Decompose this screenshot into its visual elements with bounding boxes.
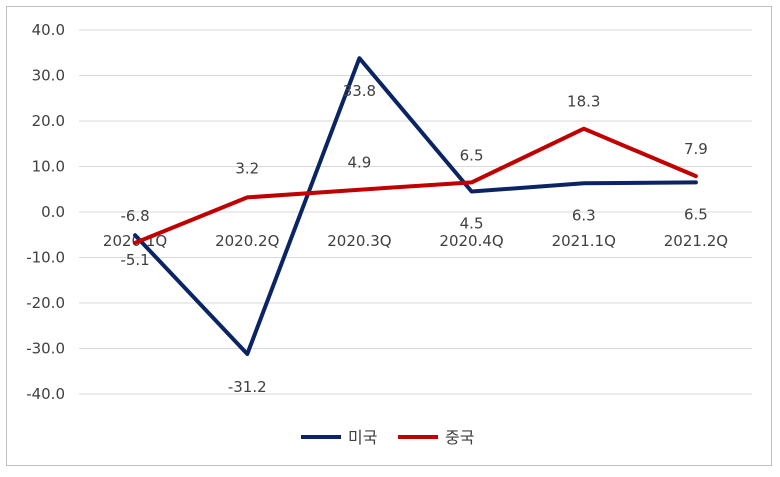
x-tick-label: 2020.3Q [327,232,391,250]
data-label: -5.1 [120,251,149,269]
data-label: -6.8 [120,207,149,225]
series-line-1 [133,56,698,356]
y-tick-label: 10.0 [32,158,65,176]
data-label: 6.3 [572,206,596,224]
y-tick-label: -30.0 [26,340,65,358]
series-line-2 [133,126,698,245]
chart-frame: 40.0 30.0 20.0 10.0 0.0 -10.0 -20.0 -30.0 -40.0 … [6,6,772,466]
x-axis-tick-labels: 2020.1Q 2020.2Q 2020.3Q 2020.4Q 2021.1Q 2021.… [103,232,728,250]
data-label: 6.5 [684,205,708,223]
gridlines [79,29,752,395]
legend-label: 미국 [348,428,377,447]
y-tick-label: 0.0 [41,203,65,221]
data-label: 7.9 [684,140,708,158]
series-lines [133,56,698,356]
legend-label: 중국 [445,428,474,447]
data-label: 4.9 [347,154,371,172]
y-tick-label: -10.0 [26,249,65,267]
x-tick-label: 2020.4Q [439,232,503,250]
y-tick-label: 40.0 [32,21,65,39]
y-axis-tick-labels: 40.0 30.0 20.0 10.0 0.0 -10.0 -20.0 -30.0 -40.0 [26,21,65,403]
data-label: 6.5 [460,146,484,164]
x-tick-label: 2020.2Q [215,232,279,250]
x-tick-label: 2021.1Q [552,232,616,250]
y-tick-label: -20.0 [26,294,65,312]
data-label: -31.2 [228,378,267,396]
line-chart: 40.030.020.010.00.0-10.0-20.0-30.0-40.0 … [26,21,752,447]
data-label: 3.2 [235,159,259,177]
y-tick-label: 20.0 [32,112,65,130]
x-tick-label: 2021.2Q [664,232,728,250]
data-label: 33.8 [343,82,376,100]
data-label: 4.5 [460,215,484,233]
y-tick-label: -40.0 [26,385,65,403]
data-labels: -5.1 -6.8 -31.2 3.2 33.8 4.9 4.5 6.5 6.3 18.3 6.5 7… [120,82,707,396]
y-tick-label: 30.0 [32,67,65,85]
data-label: 18.3 [567,93,600,111]
legend: 미국 중국 [301,428,474,447]
